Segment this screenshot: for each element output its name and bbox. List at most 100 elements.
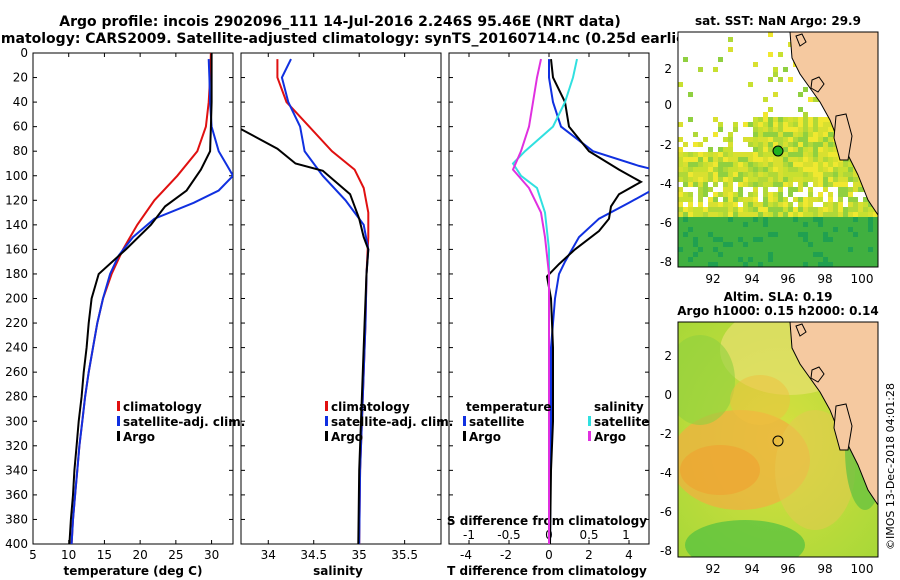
sst-cell	[818, 132, 823, 137]
sst-cell	[698, 217, 703, 222]
sst-cell	[818, 222, 823, 227]
sst-cell	[833, 257, 838, 262]
sst-cell	[698, 202, 703, 207]
sst-cell	[758, 212, 763, 217]
sst-cell	[733, 262, 738, 267]
sst-cell	[678, 222, 683, 227]
sst-cell	[723, 237, 728, 242]
sst-cell	[823, 247, 828, 252]
sst-cell	[813, 242, 818, 247]
sst-cell	[828, 207, 833, 212]
sst-cell	[793, 217, 798, 222]
depth-tick-label: 40	[13, 95, 28, 109]
sst-cell	[763, 232, 768, 237]
sst-cell	[713, 227, 718, 232]
sst-cell	[843, 192, 848, 197]
sst-cell	[773, 212, 778, 217]
sst-cell	[843, 167, 848, 172]
sst-cell	[803, 162, 808, 167]
sst-cell	[783, 147, 788, 152]
sst-cell	[703, 167, 708, 172]
sst-cell	[763, 247, 768, 252]
sst-cell	[758, 157, 763, 162]
sst-cell	[768, 172, 773, 177]
sst-cell	[693, 132, 698, 137]
sst-cell	[723, 242, 728, 247]
sst-cell	[743, 177, 748, 182]
sst-cell	[868, 232, 873, 237]
lat-tick-label: -2	[660, 427, 672, 441]
sst-cell	[678, 177, 683, 182]
sst-cell	[803, 172, 808, 177]
sst-cell	[753, 182, 758, 187]
sst-cell	[778, 177, 783, 182]
sst-cell	[713, 262, 718, 267]
sst-cell	[793, 227, 798, 232]
sst-cell	[738, 252, 743, 257]
sst-cell	[763, 197, 768, 202]
sst-cell	[783, 212, 788, 217]
sst-cell	[778, 132, 783, 137]
sst-cell	[743, 202, 748, 207]
sst-cell	[688, 167, 693, 172]
sst-cell	[723, 257, 728, 262]
lat-tick-label: -6	[660, 216, 672, 230]
sst-cell	[853, 202, 858, 207]
sst-cell	[768, 262, 773, 267]
sst-cell	[743, 212, 748, 217]
sst-cell	[728, 207, 733, 212]
sst-cell	[793, 242, 798, 247]
sst-cell	[768, 192, 773, 197]
sst-cell	[808, 257, 813, 262]
sst-cell	[803, 127, 808, 132]
sst-cell	[763, 182, 768, 187]
sst-cell	[823, 222, 828, 227]
sst-cell	[738, 207, 743, 212]
sst-cell	[813, 167, 818, 172]
difference-legend: temperature satellite Argo salinity sate…	[463, 400, 649, 444]
sst-cell	[873, 222, 878, 227]
sst-cell	[848, 207, 853, 212]
sst-cell	[773, 252, 778, 257]
sst-cell	[823, 122, 828, 127]
salinity-tick-label: 34.5	[300, 548, 327, 562]
sst-cell	[768, 132, 773, 137]
sst-cell	[753, 137, 758, 142]
sst-cell	[693, 242, 698, 247]
sst-cell	[818, 192, 823, 197]
sst-cell	[693, 217, 698, 222]
sst-cell	[823, 157, 828, 162]
sst-map-title: sat. SST: NaN Argo: 29.9	[695, 14, 861, 28]
sst-cell	[758, 207, 763, 212]
sst-cell	[813, 212, 818, 217]
sst-cell	[688, 207, 693, 212]
sst-cell	[683, 232, 688, 237]
sst-cell	[728, 242, 733, 247]
sst-cell	[748, 242, 753, 247]
sst-cell	[833, 237, 838, 242]
sst-cell	[763, 202, 768, 207]
sst-cell	[748, 167, 753, 172]
sst-cell	[813, 157, 818, 162]
lat-tick-label: -4	[660, 177, 672, 191]
sst-cell	[858, 232, 863, 237]
sst-cell	[758, 242, 763, 247]
lon-tick-label: 100	[851, 272, 874, 286]
sst-cell	[733, 202, 738, 207]
sst-cell	[818, 182, 823, 187]
sst-cell	[828, 237, 833, 242]
sst-cell	[783, 262, 788, 267]
sst-cell	[763, 262, 768, 267]
sst-cell	[678, 262, 683, 267]
sst-cell	[813, 232, 818, 237]
sst-cell	[728, 157, 733, 162]
sst-cell	[873, 242, 878, 247]
sst-cell	[803, 167, 808, 172]
sst-cell	[858, 237, 863, 242]
sst-cell	[768, 32, 773, 37]
sst-cell	[758, 162, 763, 167]
sst-cell	[853, 197, 858, 202]
sst-cell	[698, 162, 703, 167]
sst-cell	[828, 262, 833, 267]
sst-cell	[678, 212, 683, 217]
